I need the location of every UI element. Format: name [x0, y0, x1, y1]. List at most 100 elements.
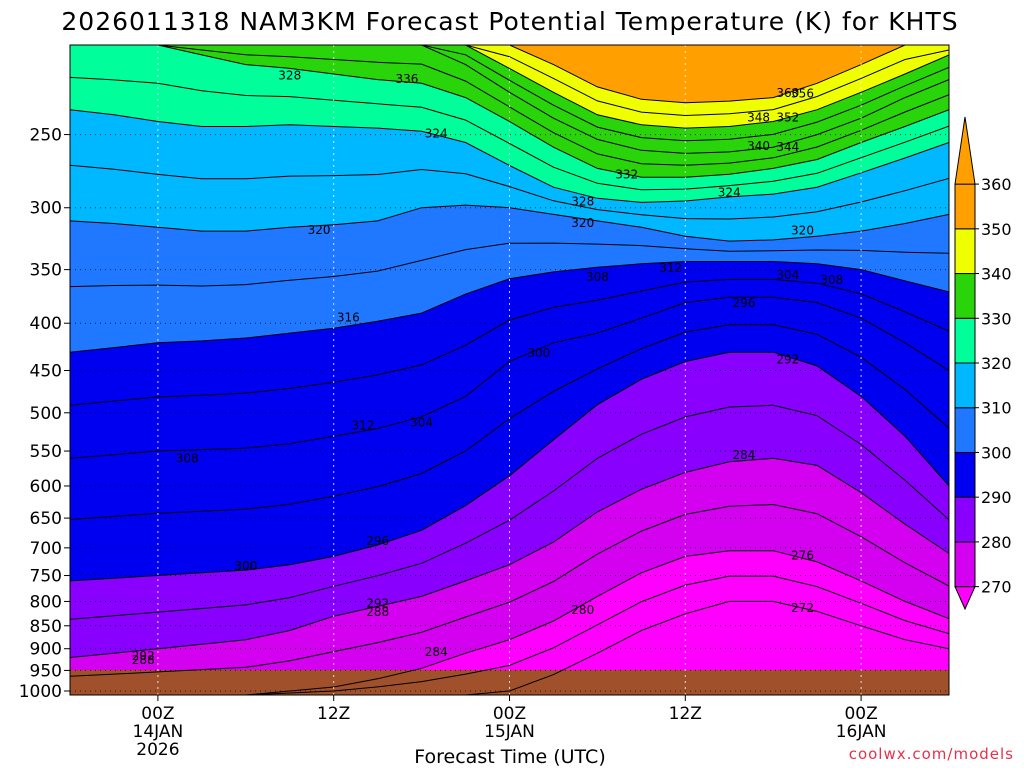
isentrope-304 — [70, 296, 949, 459]
colorbar-bin — [954, 362, 976, 409]
y-tick-label: 950 — [30, 661, 62, 681]
x-tick-label: 12Z — [317, 704, 350, 724]
isentrope-332 — [70, 76, 949, 191]
isentrope-324 — [70, 164, 949, 220]
colorbar-bin — [954, 451, 976, 498]
isentrope-348 — [70, 45, 949, 142]
x-tick-label: 00Z — [844, 704, 877, 724]
contour-fill-layer — [70, 45, 949, 695]
colorbar-label: 350 — [981, 220, 1012, 239]
colorbar-label: 330 — [981, 309, 1012, 328]
y-tick-label: 350 — [30, 261, 62, 281]
contour-label: 348 — [747, 111, 770, 125]
contour-label: 276 — [791, 548, 814, 562]
y-tick-label: 1000 — [19, 682, 62, 702]
contour-label: 352 — [776, 111, 799, 125]
colorbar-label: 280 — [981, 533, 1012, 552]
colorbar-label: 320 — [981, 354, 1012, 373]
contour-label: 324 — [718, 186, 741, 200]
colorbar-label: 340 — [981, 265, 1012, 284]
contour-label: 292 — [132, 649, 155, 663]
contour-label: 324 — [425, 127, 448, 141]
contour-label: 360 — [776, 86, 799, 100]
contour-label: 272 — [791, 601, 814, 615]
isentrope-344 — [70, 45, 949, 154]
contour-label: 308 — [586, 270, 609, 284]
contour-label: 288 — [366, 605, 389, 619]
contour-label: 284 — [732, 448, 755, 462]
y-tick-label: 400 — [30, 314, 62, 334]
contour-label: 340 — [747, 139, 770, 153]
isentrope-272 — [70, 600, 949, 695]
contour-label: 356 — [791, 87, 814, 101]
contour-label: 320 — [791, 223, 814, 237]
contour-label: 296 — [366, 534, 389, 548]
y-tick-label: 850 — [30, 617, 62, 637]
y-tick-label: 500 — [30, 404, 62, 424]
contour-label: 336 — [395, 72, 418, 86]
contour-label: 308 — [820, 273, 843, 287]
y-tick-label: 750 — [30, 567, 62, 587]
contour-label: 292 — [776, 353, 799, 367]
colorbar-bin — [954, 407, 976, 453]
colorbar-label: 360 — [981, 175, 1012, 194]
contour-label: 300 — [234, 559, 257, 573]
contour-label: 304 — [776, 268, 799, 282]
isentrope-356 — [70, 45, 949, 117]
contour-label: 280 — [571, 603, 594, 617]
y-tick-label: 700 — [30, 539, 62, 559]
colorbar-bin — [954, 317, 976, 364]
chart-title: 2026011318 NAM3KM Forecast Potential Tem… — [61, 7, 958, 36]
isentrope-288 — [70, 457, 949, 658]
x-tick-label: 15JAN — [484, 722, 535, 742]
colorbar-label: 310 — [981, 399, 1012, 418]
y-tick-label: 550 — [30, 442, 62, 462]
colorbar-bin — [954, 496, 976, 543]
isentrope-336 — [70, 45, 949, 178]
contour-label: 328 — [571, 195, 594, 209]
x-axis-label: Forecast Time (UTC) — [414, 746, 605, 768]
contour-label: 308 — [176, 451, 199, 465]
colorbar-high-arrow — [954, 116, 976, 185]
isentrope-284 — [70, 503, 949, 677]
x-tick-label: 16JAN — [836, 722, 887, 742]
contour-label: 296 — [732, 296, 755, 310]
contour-label: 320 — [308, 223, 331, 237]
isentrope-296 — [70, 351, 949, 582]
x-tick-label: 14JAN — [133, 722, 184, 742]
y-tick-label: 800 — [30, 592, 62, 612]
isentrope-308 — [70, 278, 949, 406]
y-tick-label: 900 — [30, 640, 62, 660]
contour-label: 312 — [352, 418, 375, 432]
credit-text: coolwx.com/models — [849, 745, 1014, 763]
isentrope-352 — [70, 45, 949, 129]
contour-label: 284 — [425, 645, 448, 659]
contour-label: 300 — [527, 346, 550, 360]
colorbar-label: 300 — [981, 443, 1012, 462]
x-tick-label: 00Z — [141, 704, 174, 724]
contour-label: 328 — [278, 68, 301, 82]
x-tick-label: 2026 — [136, 740, 179, 760]
contour-label: 320 — [571, 216, 594, 230]
isentrope-360 — [70, 45, 949, 104]
colorbar-bin — [954, 541, 976, 588]
colorbar-bin — [954, 273, 976, 319]
y-tick-label: 300 — [30, 199, 62, 219]
colorbar-label: 290 — [981, 488, 1012, 507]
contour-label: 344 — [776, 140, 799, 154]
contour-label: 316 — [337, 310, 360, 324]
y-tick-label: 600 — [30, 477, 62, 497]
y-tick-label: 450 — [30, 361, 62, 381]
x-tick-label: 00Z — [493, 704, 526, 724]
pressure-axis: 250 300 350 400 450 500 550 600 650 700 750 800 850 9… — [19, 126, 70, 702]
y-tick-label: 650 — [30, 509, 62, 529]
isentrope-276 — [70, 575, 949, 695]
contour-label: 288 — [132, 653, 155, 667]
contour-label: 332 — [615, 167, 638, 181]
grid-lines — [70, 45, 949, 695]
colorbar-label: 270 — [981, 578, 1012, 597]
x-tick-label: 12Z — [669, 704, 702, 724]
